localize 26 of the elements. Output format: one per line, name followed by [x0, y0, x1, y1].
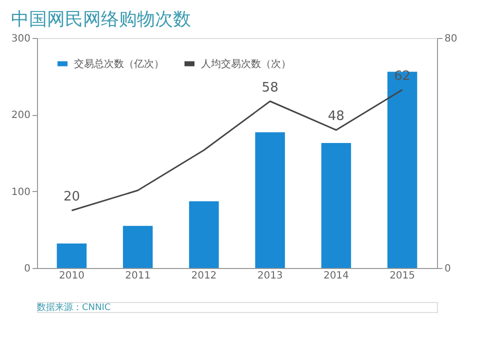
- bar: [321, 143, 352, 268]
- x-tick-label: 2014: [323, 270, 349, 282]
- x-tick-label: 2013: [257, 270, 283, 282]
- data-label: 58: [262, 80, 278, 96]
- y2-tick-label: 80: [444, 34, 458, 44]
- bar: [255, 132, 285, 268]
- x-tick-label: 2015: [390, 270, 416, 282]
- bar: [122, 226, 153, 268]
- bar: [387, 72, 418, 268]
- y-tick-label: 0: [24, 264, 30, 274]
- bar: [189, 201, 219, 268]
- data-label: 48: [328, 109, 344, 124]
- y-tick-label: 300: [11, 34, 30, 44]
- x-tick-label: 2010: [58, 270, 84, 282]
- x-tick-label: 2012: [191, 270, 217, 282]
- y-tick-label: 100: [11, 186, 30, 198]
- data-label: 62: [394, 68, 411, 84]
- y-tick-label: 200: [11, 110, 30, 122]
- legend-label: 人均交易次数（次）: [201, 58, 291, 70]
- y2-tick-label: 0: [444, 264, 451, 274]
- bar: [56, 243, 87, 268]
- x-tick-label: 2011: [125, 270, 151, 282]
- data-label: 20: [63, 190, 80, 204]
- source-note: 数据来源：CNNIC: [37, 302, 111, 313]
- chart-title: 中国网民网络购物次数: [10, 9, 191, 30]
- legend-label: 交易总次数（亿次）: [74, 58, 164, 70]
